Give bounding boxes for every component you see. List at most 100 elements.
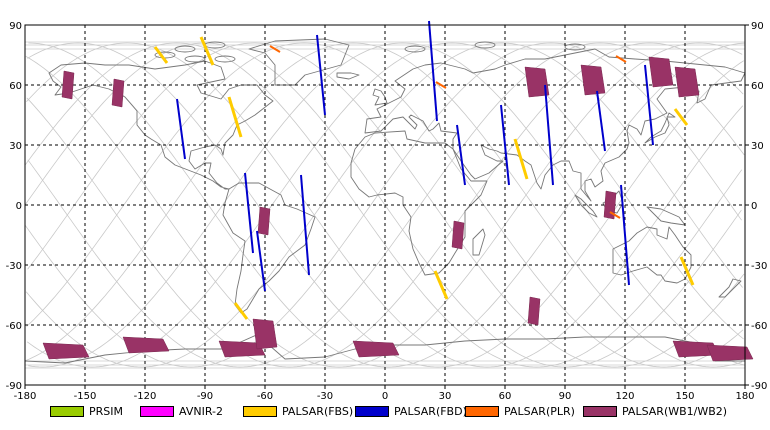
swath-wb: [257, 206, 271, 236]
swath-wb: [122, 336, 170, 354]
orbit-track: [25, 42, 743, 368]
swath-fbd: [428, 20, 438, 122]
swath-fbs: [153, 46, 169, 64]
x-tick-label: -150: [74, 391, 97, 400]
coastline-island: [214, 55, 236, 63]
swath-wb: [706, 344, 754, 362]
swath-fbd: [544, 84, 554, 186]
x-tick-label: 60: [499, 391, 512, 400]
swath-fbd: [256, 230, 266, 292]
swath-wb: [61, 70, 75, 100]
y-tick-label-right: -60: [751, 321, 767, 332]
swath-fbd: [176, 98, 186, 160]
coastline-sumatra: [574, 194, 598, 218]
swath-fbs: [233, 302, 249, 320]
y-tick-label-right: 60: [751, 81, 764, 92]
observation-swaths: [42, 20, 754, 362]
y-tick-label-left: 0: [16, 201, 22, 212]
swath-wb: [580, 64, 606, 96]
legend-item-palsar-fbd: PALSAR(FBD): [355, 404, 467, 418]
x-tick-label: 30: [439, 391, 452, 400]
y-tick-label-right: -30: [751, 261, 767, 272]
swath-fbs: [199, 36, 215, 66]
swath-wb: [42, 342, 90, 360]
x-tick-label: 180: [735, 391, 754, 400]
swath-fbs: [673, 108, 689, 126]
swath-fbd: [456, 124, 466, 186]
coastline-japan: [644, 112, 676, 144]
legend-label: PRSIM: [89, 404, 123, 418]
x-tick-label: -120: [134, 391, 157, 400]
y-tick-label-right: 30: [751, 141, 764, 152]
legend-swatch: [355, 405, 389, 417]
x-tick-label: 150: [675, 391, 694, 400]
swath-fbd: [244, 172, 254, 254]
legend-item-prsim: PRSIM: [50, 404, 123, 418]
coastline-island: [174, 45, 196, 53]
swath-fbs: [513, 138, 529, 180]
swath-wb: [352, 340, 400, 358]
coastline-greenland: [248, 38, 350, 86]
legend-item-palsar-wb: PALSAR(WB1/WB2): [583, 404, 727, 418]
swath-fbd: [500, 104, 510, 186]
swath-fbd: [644, 64, 654, 146]
legend-label: PALSAR(PLR): [504, 404, 575, 418]
swath-wb: [252, 318, 278, 350]
axis-ticks: -180 -150 -120 -90 -60 -30 0 30 60 90 120 150 180 90 6…: [6, 21, 768, 400]
legend-swatch: [140, 405, 174, 417]
legend-item-avnir2: AVNIR-2: [140, 404, 223, 418]
y-tick-label-left: 60: [9, 81, 22, 92]
coastline-north-america: [48, 60, 274, 190]
swath-fbd: [620, 184, 630, 286]
swath-plr: [609, 211, 621, 219]
world-map: -180 -150 -120 -90 -60 -30 0 30 60 90 120 150 180 90 6…: [6, 20, 768, 400]
x-tick-label: 120: [615, 391, 634, 400]
legend-label: PALSAR(WB1/WB2): [622, 404, 728, 418]
legend-label: PALSAR(FBD): [394, 404, 467, 418]
coastline-uk: [372, 88, 388, 106]
coastline-new-zealand: [718, 278, 742, 298]
orbit-track: [24, 42, 742, 368]
map-frame: [24, 24, 746, 386]
coastline-madagascar: [472, 228, 486, 256]
swath-wb: [451, 220, 465, 250]
legend-item-palsar-plr: PALSAR(PLR): [465, 404, 575, 418]
y-tick-label-right: 90: [751, 21, 764, 32]
y-tick-label-left: 90: [9, 21, 22, 32]
swath-wb: [674, 66, 700, 98]
swath-wb: [524, 66, 550, 98]
orbit-track: [26, 42, 744, 368]
x-tick-label: -30: [317, 391, 333, 400]
swath-wb: [603, 190, 617, 220]
legend-swatch: [583, 405, 617, 417]
swath-fbs: [679, 256, 695, 286]
x-tick-label: -180: [14, 391, 37, 400]
coastline-iceland: [336, 72, 360, 80]
y-tick-label-right: 0: [751, 201, 757, 212]
x-tick-label: -90: [197, 391, 213, 400]
x-tick-label: 0: [382, 391, 388, 400]
swath-fbd: [316, 34, 326, 116]
coastline-island: [564, 43, 586, 51]
coastline-island: [404, 45, 426, 53]
legend: PRSIM AVNIR-2 PALSAR(FBS) PALSAR(FBD) PA…: [0, 400, 770, 422]
swath-plr: [269, 45, 281, 53]
swath-plr: [435, 81, 447, 89]
swath-plr: [615, 55, 627, 63]
legend-swatch: [50, 405, 84, 417]
swath-wb: [111, 78, 125, 108]
swath-fbs: [227, 96, 243, 138]
swath-wb: [648, 56, 674, 88]
swath-fbd: [300, 174, 310, 276]
legend-item-palsar-fbs: PALSAR(FBS): [243, 404, 353, 418]
y-tick-label-left: 30: [9, 141, 22, 152]
y-tick-label-left: -90: [6, 381, 22, 392]
coastline-eurasia: [364, 48, 746, 202]
coastline-australia: [612, 226, 692, 284]
orbit-track: [24, 42, 742, 368]
swath-fbd: [596, 90, 606, 152]
swath-fbs: [433, 270, 449, 300]
legend-label: AVNIR-2: [179, 404, 223, 418]
x-tick-label: -60: [257, 391, 273, 400]
swath-wb: [527, 296, 541, 326]
